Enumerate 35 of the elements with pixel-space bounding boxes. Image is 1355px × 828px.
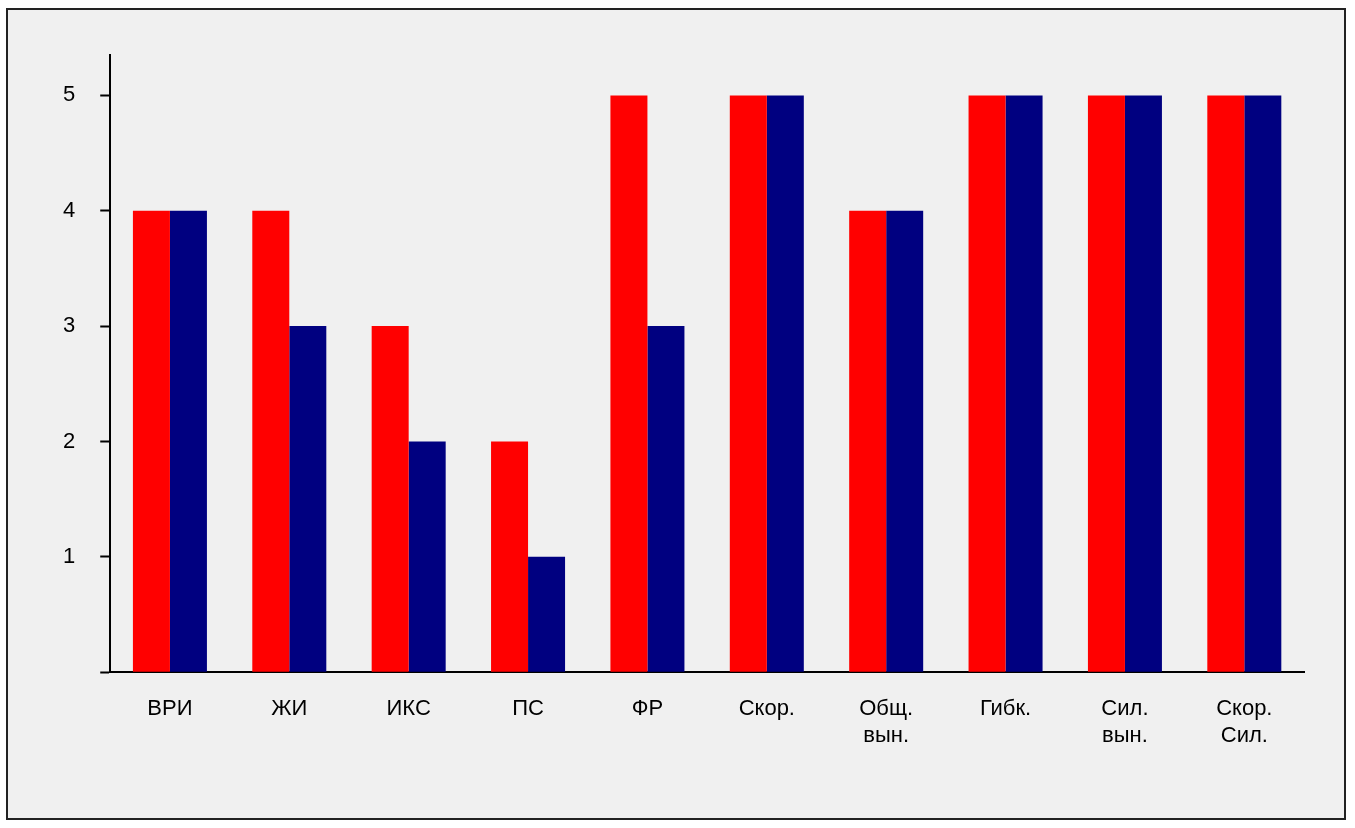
bar [766, 95, 804, 672]
x-tick-label: Скор. Сил. [1216, 695, 1273, 747]
bar [132, 210, 170, 672]
bar [528, 556, 566, 672]
bar [169, 210, 207, 672]
bar [647, 326, 685, 672]
bar [371, 326, 409, 672]
bar [1244, 95, 1282, 672]
x-tick-label: Общ. вын. [859, 695, 914, 747]
y-tick-label: 1 [62, 542, 76, 568]
bar [1207, 95, 1245, 672]
x-tick-label: Гибк. [979, 695, 1032, 721]
bar [968, 95, 1006, 672]
x-tick-label: ВРИ [147, 695, 193, 721]
y-tick-label: 2 [62, 427, 76, 453]
bar [729, 95, 767, 672]
x-tick-label: Сил. вын. [1101, 695, 1149, 747]
bar [491, 441, 529, 672]
x-tick-label: ФР [631, 695, 664, 721]
x-tick-label: ИКС [386, 695, 431, 721]
bar [1005, 95, 1043, 672]
x-tick-label: ПС [512, 695, 545, 721]
bar [252, 210, 290, 672]
y-tick-label: 3 [62, 312, 76, 338]
bar [886, 210, 924, 672]
x-tick-label: Скор. [738, 695, 795, 721]
x-tick-label: ЖИ [271, 695, 308, 721]
y-tick-label: 5 [62, 81, 76, 107]
y-tick-label: 4 [62, 196, 76, 222]
bar [408, 441, 446, 672]
bar [610, 95, 648, 672]
bar [849, 210, 887, 672]
bar [1124, 95, 1162, 672]
bar [1087, 95, 1125, 672]
bar [289, 326, 327, 672]
